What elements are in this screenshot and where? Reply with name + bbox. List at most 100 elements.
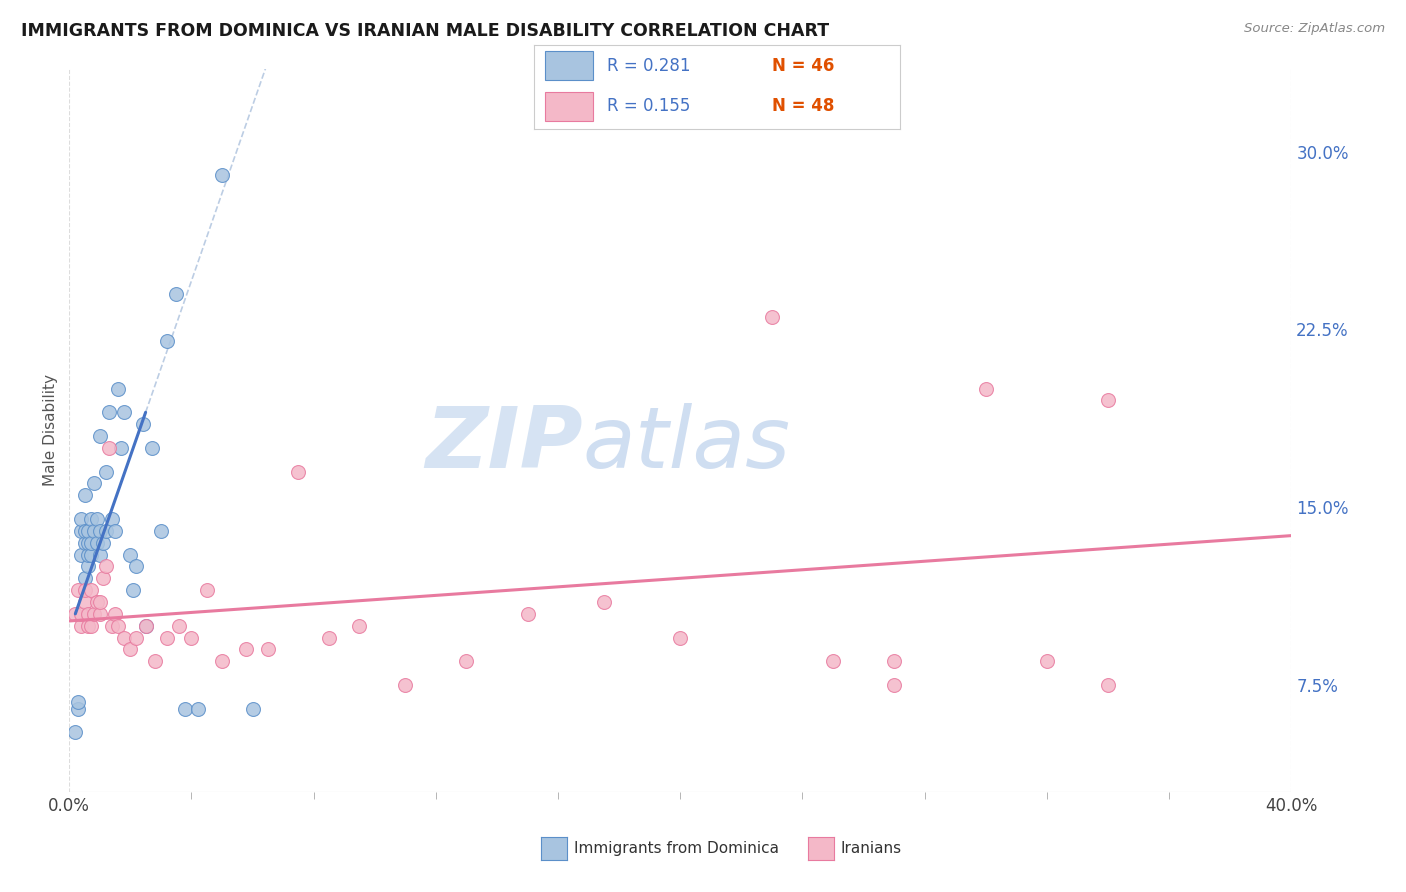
Text: IMMIGRANTS FROM DOMINICA VS IRANIAN MALE DISABILITY CORRELATION CHART: IMMIGRANTS FROM DOMINICA VS IRANIAN MALE… bbox=[21, 22, 830, 40]
Point bbox=[94, 559, 117, 574]
Point bbox=[143, 654, 166, 668]
Point bbox=[73, 535, 96, 549]
Point bbox=[86, 535, 108, 549]
FancyBboxPatch shape bbox=[546, 52, 593, 80]
Point bbox=[67, 695, 90, 709]
Point bbox=[79, 535, 101, 549]
Point bbox=[593, 595, 616, 609]
Point bbox=[1097, 393, 1119, 408]
Point bbox=[122, 583, 145, 598]
Point bbox=[73, 583, 96, 598]
Y-axis label: Male Disability: Male Disability bbox=[44, 374, 58, 486]
Text: Immigrants from Dominica: Immigrants from Dominica bbox=[574, 841, 779, 855]
Point bbox=[120, 642, 142, 657]
Point bbox=[89, 595, 111, 609]
Point bbox=[79, 618, 101, 632]
Point bbox=[180, 631, 202, 645]
Point bbox=[79, 583, 101, 598]
Point bbox=[1036, 654, 1059, 668]
Point bbox=[91, 571, 114, 585]
Text: atlas: atlas bbox=[582, 403, 790, 486]
Point bbox=[73, 488, 96, 502]
Point bbox=[211, 168, 233, 182]
Point bbox=[101, 618, 124, 632]
Point bbox=[94, 524, 117, 538]
Point bbox=[70, 512, 93, 526]
Point bbox=[287, 465, 309, 479]
Point bbox=[83, 607, 105, 621]
Point bbox=[104, 524, 127, 538]
Point bbox=[76, 559, 98, 574]
Point bbox=[65, 725, 87, 739]
Point bbox=[97, 441, 120, 455]
Point bbox=[86, 595, 108, 609]
Point bbox=[67, 583, 90, 598]
Point bbox=[131, 417, 153, 432]
Point bbox=[669, 631, 692, 645]
Point bbox=[120, 548, 142, 562]
Point bbox=[79, 512, 101, 526]
Point bbox=[89, 548, 111, 562]
Point bbox=[141, 441, 163, 455]
Point bbox=[318, 631, 340, 645]
Point bbox=[456, 654, 478, 668]
Text: R = 0.281: R = 0.281 bbox=[607, 57, 690, 75]
Point bbox=[76, 607, 98, 621]
Point bbox=[89, 524, 111, 538]
Text: ZIP: ZIP bbox=[425, 403, 582, 486]
Point bbox=[107, 618, 129, 632]
Point bbox=[70, 607, 93, 621]
Point bbox=[91, 535, 114, 549]
Point bbox=[70, 548, 93, 562]
Point bbox=[101, 512, 124, 526]
Point bbox=[97, 405, 120, 419]
Point bbox=[83, 476, 105, 491]
Point bbox=[135, 618, 157, 632]
Point bbox=[211, 654, 233, 668]
Text: Iranians: Iranians bbox=[841, 841, 901, 855]
Point bbox=[187, 702, 209, 716]
Point bbox=[242, 702, 264, 716]
Point bbox=[94, 465, 117, 479]
Point bbox=[86, 512, 108, 526]
Point bbox=[73, 595, 96, 609]
Point bbox=[349, 618, 371, 632]
Point bbox=[394, 678, 416, 692]
Text: Source: ZipAtlas.com: Source: ZipAtlas.com bbox=[1244, 22, 1385, 36]
Point bbox=[174, 702, 197, 716]
Point bbox=[156, 631, 179, 645]
Point bbox=[65, 607, 87, 621]
Point bbox=[70, 524, 93, 538]
Point bbox=[89, 607, 111, 621]
Point bbox=[135, 618, 157, 632]
Point bbox=[76, 618, 98, 632]
Point bbox=[883, 654, 905, 668]
Point bbox=[883, 678, 905, 692]
Point bbox=[149, 524, 172, 538]
Point bbox=[235, 642, 257, 657]
Point bbox=[516, 607, 538, 621]
Point bbox=[195, 583, 218, 598]
Point bbox=[165, 286, 187, 301]
Point bbox=[73, 571, 96, 585]
Point bbox=[974, 382, 997, 396]
Text: N = 48: N = 48 bbox=[772, 97, 834, 115]
Point bbox=[76, 524, 98, 538]
Point bbox=[70, 618, 93, 632]
Point bbox=[125, 631, 148, 645]
Point bbox=[76, 548, 98, 562]
Point bbox=[110, 441, 132, 455]
Text: N = 46: N = 46 bbox=[772, 57, 834, 75]
Point bbox=[89, 429, 111, 443]
Text: R = 0.155: R = 0.155 bbox=[607, 97, 690, 115]
Point bbox=[156, 334, 179, 349]
Point bbox=[125, 559, 148, 574]
Point bbox=[107, 382, 129, 396]
Point bbox=[821, 654, 844, 668]
FancyBboxPatch shape bbox=[546, 92, 593, 120]
Point bbox=[76, 535, 98, 549]
Point bbox=[256, 642, 278, 657]
Point bbox=[1097, 678, 1119, 692]
Point bbox=[104, 607, 127, 621]
Point bbox=[79, 548, 101, 562]
